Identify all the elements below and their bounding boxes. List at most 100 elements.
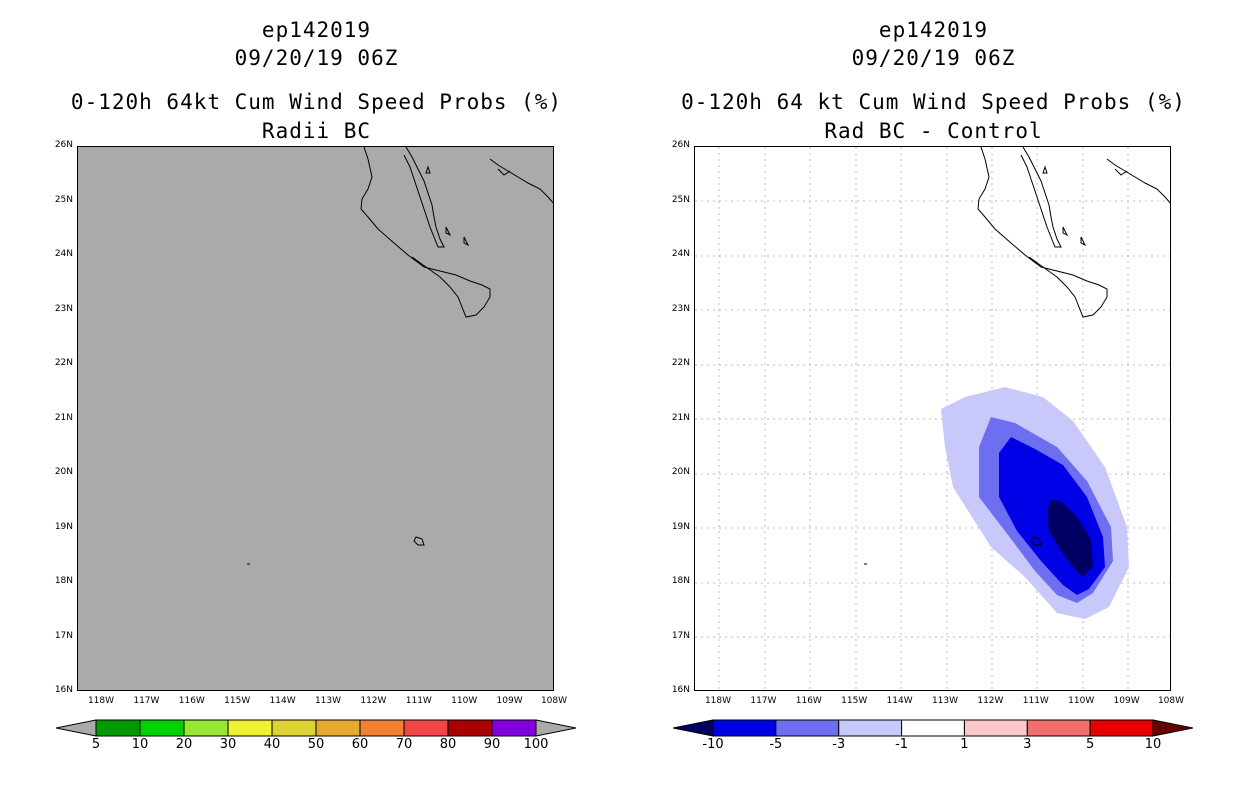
left-colorbar bbox=[56, 719, 576, 737]
lat-tick-label: 23N bbox=[54, 303, 73, 314]
colorbar-tick-label: 70 bbox=[395, 737, 413, 752]
left-datetime: 09/20/19 06Z bbox=[234, 46, 399, 70]
colorbar-tick-label: -1 bbox=[895, 737, 909, 752]
lat-tick-label: 17N bbox=[54, 630, 73, 641]
lat-tick-label: 26N bbox=[671, 140, 690, 150]
lat-tick-label: 21N bbox=[54, 412, 73, 423]
lon-tick-label: 110W bbox=[451, 696, 478, 706]
colorbar-swatch bbox=[139, 719, 185, 737]
colorbar-tick-label: 5 bbox=[1086, 737, 1095, 752]
left-coastline bbox=[247, 147, 553, 565]
colorbar-tick-label: 30 bbox=[219, 737, 237, 752]
colorbar-swatch bbox=[1026, 719, 1091, 737]
colorbar-swatch bbox=[447, 719, 493, 737]
lat-tick-label: 26N bbox=[54, 140, 73, 150]
lat-tick-label: 20N bbox=[671, 467, 690, 477]
lon-tick-label: 110W bbox=[1068, 696, 1095, 706]
right-plot-title: 0-120h 64 kt Cum Wind Speed Probs (%) bbox=[681, 90, 1186, 114]
lat-tick-label: 16N bbox=[671, 685, 690, 695]
lat-tick-label: 20N bbox=[54, 467, 73, 477]
lon-tick-label: 109W bbox=[496, 696, 523, 706]
colorbar-swatch bbox=[271, 719, 317, 737]
colorbar-high-arrow bbox=[1152, 719, 1193, 737]
right-storm-id: ep142019 bbox=[878, 18, 989, 42]
lat-tick-label: 25N bbox=[54, 194, 73, 205]
left-plot-title: 0-120h 64kt Cum Wind Speed Probs (%) bbox=[70, 90, 563, 114]
lon-tick-label: 113W bbox=[931, 696, 959, 706]
colorbar-tick-label: 80 bbox=[439, 737, 457, 752]
lat-tick-label: 19N bbox=[671, 521, 690, 532]
lat-tick-label: 18N bbox=[671, 576, 690, 586]
colorbar-tick-label: -10 bbox=[702, 737, 724, 752]
colorbar-tick-label: 10 bbox=[131, 737, 149, 752]
colorbar-swatch bbox=[963, 719, 1028, 737]
lon-tick-label: 111W bbox=[405, 696, 432, 706]
colorbar-swatch bbox=[95, 719, 141, 737]
right-datetime: 09/20/19 06Z bbox=[851, 46, 1016, 70]
colorbar-swatch bbox=[491, 719, 537, 737]
colorbar-tick-label: 60 bbox=[351, 737, 369, 752]
colorbar-swatch bbox=[315, 719, 361, 737]
colorbar-swatch bbox=[712, 719, 777, 737]
lon-tick-label: 117W bbox=[133, 696, 160, 706]
colorbar-swatch bbox=[403, 719, 449, 737]
colorbar-tick-label: 5 bbox=[91, 737, 101, 752]
colorbar-swatch bbox=[901, 719, 965, 737]
lon-tick-label: 108W bbox=[1157, 696, 1185, 706]
lon-tick-label: 112W bbox=[360, 696, 387, 706]
colorbar-low-arrow bbox=[56, 719, 97, 737]
left-plot-subtitle: Radii BC bbox=[261, 119, 372, 143]
colorbar-tick-label: 20 bbox=[175, 737, 193, 752]
colorbar-swatch bbox=[359, 719, 405, 737]
right-map-svg bbox=[695, 147, 1170, 690]
lat-tick-label: 17N bbox=[671, 630, 690, 641]
lat-tick-label: 23N bbox=[671, 303, 690, 314]
lon-tick-label: 114W bbox=[886, 696, 913, 706]
lat-tick-label: 24N bbox=[671, 249, 690, 259]
lat-tick-label: 18N bbox=[54, 576, 73, 586]
colorbar-low-arrow bbox=[673, 719, 714, 737]
lat-tick-label: 22N bbox=[671, 358, 690, 368]
lon-tick-label: 115W bbox=[224, 696, 251, 706]
colorbar-swatch bbox=[227, 719, 273, 737]
lat-tick-label: 22N bbox=[54, 358, 73, 368]
colorbar-tick-label: 50 bbox=[307, 737, 325, 752]
lon-tick-label: 112W bbox=[977, 696, 1004, 706]
colorbar-tick-label: 10 bbox=[1144, 737, 1162, 752]
right-colorbar bbox=[673, 719, 1193, 737]
colorbar-swatch bbox=[183, 719, 229, 737]
lat-tick-label: 16N bbox=[54, 685, 73, 695]
lat-tick-label: 21N bbox=[671, 412, 690, 423]
colorbar-tick-label: 1 bbox=[960, 737, 969, 752]
colorbar-tick-label: 100 bbox=[523, 737, 549, 752]
lon-tick-label: 118W bbox=[704, 696, 732, 706]
colorbar-tick-label: 90 bbox=[483, 737, 501, 752]
lon-tick-label: 109W bbox=[1113, 696, 1140, 706]
contour-minus10 bbox=[1047, 499, 1093, 577]
lon-tick-label: 108W bbox=[540, 696, 568, 706]
right-coastline bbox=[864, 147, 1170, 565]
left-map bbox=[77, 146, 554, 691]
right-map bbox=[694, 146, 1171, 691]
lon-tick-label: 116W bbox=[178, 696, 205, 706]
lon-tick-label: 113W bbox=[314, 696, 342, 706]
colorbar-tick-label: -3 bbox=[832, 737, 846, 752]
lon-tick-label: 114W bbox=[269, 696, 296, 706]
colorbar-swatch bbox=[838, 719, 903, 737]
lat-tick-label: 25N bbox=[671, 194, 690, 205]
colorbar-swatch bbox=[1089, 719, 1154, 737]
lon-tick-label: 118W bbox=[87, 696, 115, 706]
colorbar-tick-label: -5 bbox=[769, 737, 783, 752]
lon-tick-label: 115W bbox=[841, 696, 868, 706]
lat-tick-label: 19N bbox=[54, 521, 73, 532]
lon-tick-label: 116W bbox=[795, 696, 822, 706]
left-storm-id: ep142019 bbox=[261, 18, 372, 42]
right-plot-subtitle: Rad BC - Control bbox=[824, 119, 1043, 143]
probability-difference-contours bbox=[941, 387, 1129, 619]
lon-tick-label: 111W bbox=[1022, 696, 1049, 706]
colorbar-tick-label: 40 bbox=[263, 737, 281, 752]
colorbar-high-arrow bbox=[535, 719, 576, 737]
colorbar-tick-label: 3 bbox=[1023, 737, 1032, 752]
lat-tick-label: 24N bbox=[54, 249, 73, 259]
lon-tick-label: 117W bbox=[750, 696, 777, 706]
